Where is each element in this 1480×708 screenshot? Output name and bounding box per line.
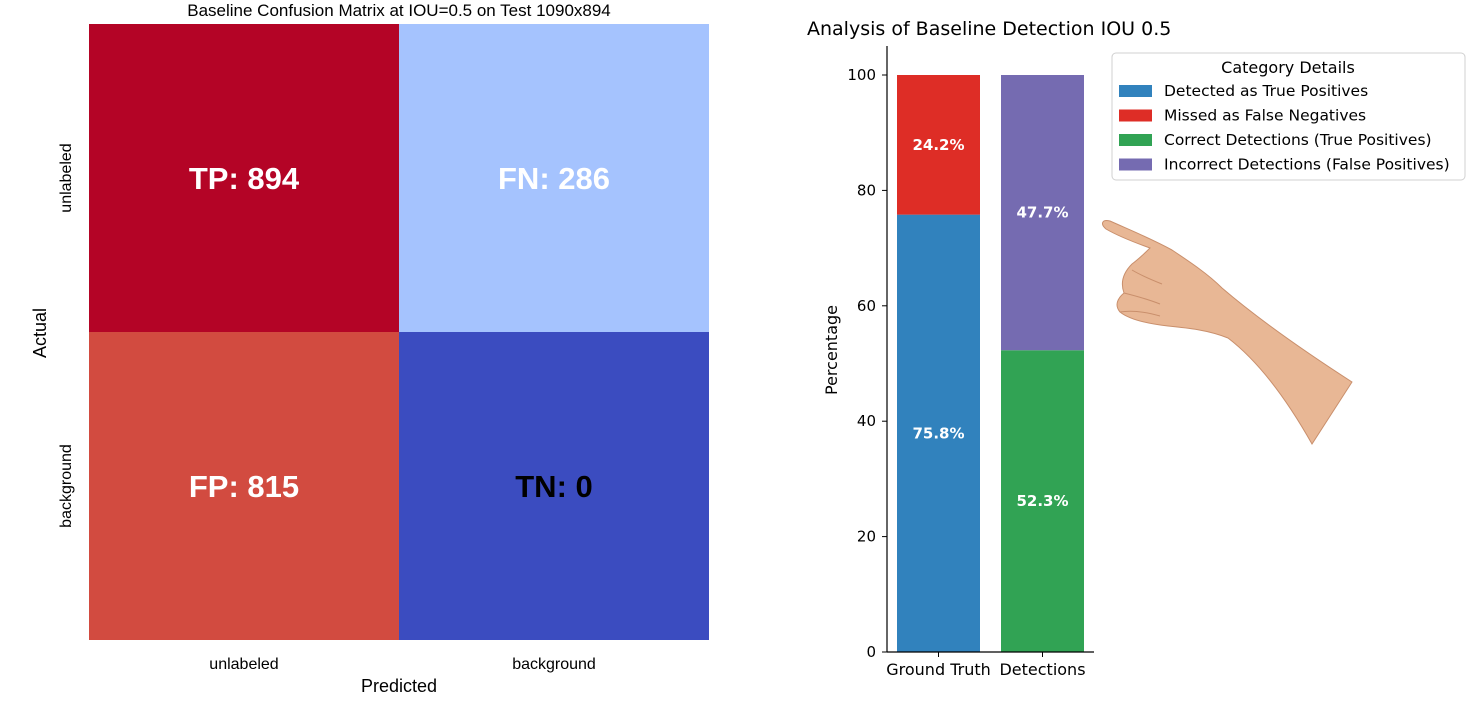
matrix-cell: [89, 332, 399, 640]
confusion-matrix-x-ticks: unlabeled background: [209, 656, 596, 673]
x-tick-label: unlabeled: [209, 656, 278, 673]
legend-title: Category Details: [1221, 58, 1355, 77]
bar-data-label: 52.3%: [1016, 492, 1068, 510]
bar-segment: [897, 75, 980, 215]
legend-frame: [1111, 52, 1466, 181]
y-tick-label: 0: [866, 643, 876, 661]
legend-swatch: [1119, 109, 1152, 122]
matrix-cell: [399, 332, 709, 640]
legend-swatch: [1119, 134, 1152, 146]
pointing-hand-icon: [1102, 220, 1353, 445]
bar-chart-title: Analysis of Baseline Detection IOU 0.5: [807, 18, 1171, 40]
bar-ylabel: Percentage: [822, 305, 841, 395]
y-tick-label: 40: [857, 412, 876, 430]
bar-data-label: 75.8%: [912, 424, 964, 442]
legend-label: Detected as True Positives: [1164, 82, 1368, 100]
legend-label: Incorrect Detections (False Positives): [1164, 156, 1450, 174]
confusion-matrix-title: Baseline Confusion Matrix at IOU=0.5 on …: [187, 1, 611, 20]
legend-swatch: [1119, 158, 1152, 171]
bar-data-labels: 75.8% 24.2% 52.3% 47.7%: [912, 136, 1068, 510]
legend-label: Missed as False Negatives: [1164, 107, 1366, 125]
y-tick-label: background: [58, 444, 75, 528]
matrix-cell: [89, 24, 399, 332]
x-tick-label: background: [512, 656, 596, 673]
bar-x-ticks: Ground Truth Detections: [886, 652, 1086, 679]
bar-segment: [1001, 350, 1084, 652]
stacked-bar-chart: Analysis of Baseline Detection IOU 0.5 0…: [807, 18, 1171, 679]
y-tick-label: 60: [857, 297, 876, 315]
matrix-cell-label: TP: 894: [189, 161, 300, 196]
confusion-matrix: Baseline Confusion Matrix at IOU=0.5 on …: [30, 1, 709, 696]
y-tick-label: 80: [857, 181, 876, 199]
bar-y-axis: 0 20 40 60 80 100: [847, 66, 887, 661]
x-tick-label: Ground Truth: [886, 660, 991, 679]
y-tick-label: 20: [857, 528, 876, 546]
bar-segment: [897, 214, 980, 652]
matrix-cell-label: TN: 0: [515, 469, 593, 504]
bar-segment: [1001, 75, 1084, 351]
legend-swatch: [1119, 85, 1152, 97]
confusion-matrix-y-ticks: unlabeled background: [58, 143, 75, 528]
confusion-matrix-cells: TP: 894 FN: 286 FP: 815 TN: 0: [89, 24, 709, 640]
confusion-matrix-ylabel: Actual: [30, 308, 50, 358]
bar-marks: [897, 75, 1084, 652]
legend-items: Detected as True Positives Missed as Fals…: [1119, 82, 1450, 174]
legend-label: Correct Detections (True Positives): [1164, 131, 1432, 149]
matrix-cell-label: FN: 286: [498, 161, 610, 196]
legend: Category Details Detected as True Positi…: [1111, 52, 1466, 181]
bar-data-label: 24.2%: [912, 136, 964, 154]
y-tick-label: 100: [847, 66, 876, 84]
x-tick-label: Detections: [999, 660, 1085, 679]
confusion-matrix-xlabel: Predicted: [361, 676, 437, 696]
matrix-cell-label: FP: 815: [189, 469, 299, 504]
matrix-cell: [399, 24, 709, 332]
y-tick-label: unlabeled: [58, 143, 75, 212]
bar-data-label: 47.7%: [1016, 204, 1068, 222]
